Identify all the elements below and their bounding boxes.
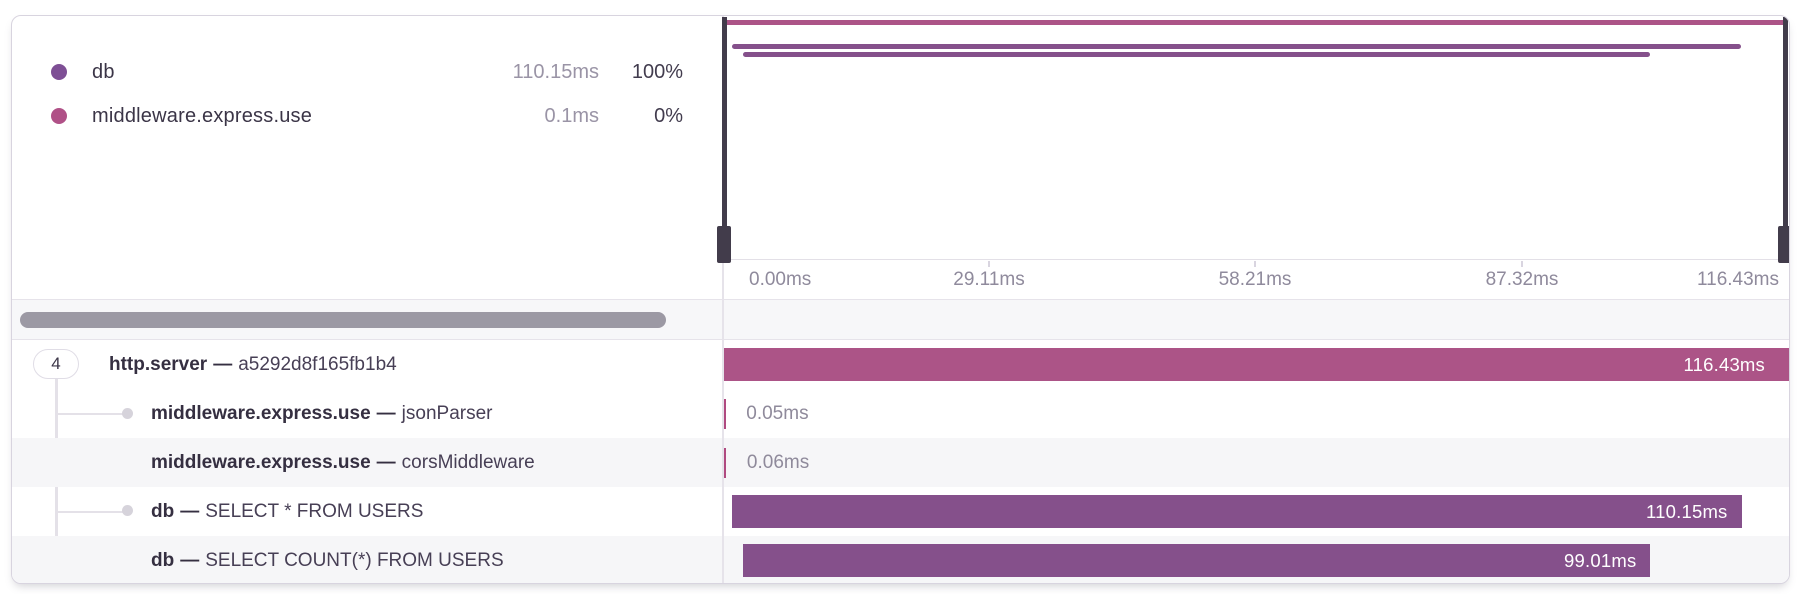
- span-name: db: [151, 549, 175, 571]
- tree-connector-branch: [57, 510, 123, 513]
- brush-grip-left[interactable]: [717, 226, 732, 263]
- brush-handle-right[interactable]: [1778, 17, 1789, 263]
- dash-separator: —: [180, 500, 200, 522]
- brush-grip-right[interactable]: [1778, 226, 1789, 263]
- span-operation: a5292d8f165fb1b4: [238, 353, 397, 375]
- span-tree-cell: db — SELECT COUNT(*) FROM USERS: [12, 536, 722, 583]
- span-legend: db 110.15ms 100% middleware.express.use …: [51, 50, 683, 138]
- axis-tick: [988, 261, 990, 267]
- legend-duration: 110.15ms: [512, 60, 599, 83]
- horizontal-scrollbar-thumb[interactable]: [20, 312, 666, 328]
- span-row-jsonparser[interactable]: middleware.express.use — jsonParser 0.05ms: [12, 389, 1789, 438]
- span-bar-cell: 0.06ms: [722, 438, 1789, 487]
- column-divider: [722, 16, 724, 583]
- legend-duration: 0.1ms: [544, 104, 599, 127]
- span-row-corsmiddleware[interactable]: middleware.express.use — corsMiddleware 0.…: [12, 438, 1789, 487]
- span-name: db: [151, 500, 175, 522]
- duration-tick[interactable]: [722, 447, 726, 478]
- tree-node-dot: [122, 505, 133, 516]
- legend-percent: 0%: [654, 104, 683, 127]
- axis-tick: [1254, 261, 1256, 267]
- span-rows: 4 http.server — a5292d8f165fb1b4 116.43ms …: [12, 340, 1789, 583]
- tree-node-dot: [122, 408, 133, 419]
- trace-widget: db 110.15ms 100% middleware.express.use …: [11, 15, 1790, 584]
- span-title: middleware.express.use — corsMiddleware: [151, 452, 535, 474]
- span-row-http-server[interactable]: 4 http.server — a5292d8f165fb1b4 116.43ms: [12, 340, 1789, 389]
- span-row-db-count[interactable]: db — SELECT COUNT(*) FROM USERS 99.01ms: [12, 536, 1789, 583]
- span-title: db — SELECT COUNT(*) FROM USERS: [151, 550, 504, 572]
- duration-bar[interactable]: 110.15ms: [732, 495, 1742, 528]
- axis-label-4: 116.43ms: [1696, 269, 1779, 290]
- duration-bar[interactable]: 116.43ms: [722, 348, 1789, 381]
- axis-label-1: 29.11ms: [953, 269, 1025, 290]
- span-bar-cell: 99.01ms: [722, 536, 1789, 583]
- axis-label-3: 87.32ms: [1485, 269, 1559, 290]
- span-operation: SELECT COUNT(*) FROM USERS: [205, 549, 504, 571]
- dash-separator: —: [213, 353, 233, 375]
- child-count-badge[interactable]: 4: [33, 349, 79, 379]
- tree-connector-branch: [57, 412, 123, 415]
- dash-separator: —: [180, 549, 200, 571]
- minimap-span-line: [732, 44, 1741, 49]
- duration-bar-label: 116.43ms: [1683, 353, 1765, 375]
- axis-label-0: 0.00ms: [749, 269, 812, 290]
- span-operation: corsMiddleware: [401, 451, 535, 473]
- legend-name: db: [92, 60, 115, 83]
- dash-separator: —: [376, 402, 396, 424]
- minimap-span-line: [743, 52, 1650, 57]
- span-tree-cell: middleware.express.use — jsonParser: [12, 389, 722, 438]
- legend-name: middleware.express.use: [92, 104, 313, 127]
- span-bar-cell: 0.05ms: [722, 389, 1789, 438]
- axis-label-2: 58.21ms: [1218, 269, 1292, 290]
- duration-bar-label: 99.01ms: [1564, 549, 1637, 571]
- span-operation: jsonParser: [401, 402, 493, 424]
- brush-handle-left[interactable]: [717, 17, 732, 263]
- minimap-span-line: [722, 20, 1788, 25]
- span-tree-cell: middleware.express.use — corsMiddleware: [12, 438, 722, 487]
- span-name: http.server: [109, 353, 208, 375]
- dash-separator: —: [376, 451, 396, 473]
- span-title: http.server — a5292d8f165fb1b4: [109, 354, 397, 376]
- span-bar-cell: 110.15ms: [722, 487, 1789, 536]
- horizontal-scrollbar-track[interactable]: [12, 299, 1789, 340]
- span-name: middleware.express.use: [151, 402, 371, 424]
- duration-bar-label: 110.15ms: [1646, 500, 1728, 522]
- duration-label: 0.05ms: [746, 402, 809, 424]
- axis-tick: [1521, 261, 1523, 267]
- span-operation: SELECT * FROM USERS: [205, 500, 424, 522]
- duration-label: 0.06ms: [746, 451, 810, 473]
- middleware-color-dot: [51, 108, 67, 124]
- span-bar-cell: 116.43ms: [722, 340, 1789, 389]
- time-axis: 0.00ms 29.11ms 58.21ms 87.32ms 116.43ms: [722, 261, 1788, 299]
- span-row-db-select[interactable]: db — SELECT * FROM USERS 110.15ms: [12, 487, 1789, 536]
- duration-bar[interactable]: 99.01ms: [743, 544, 1651, 577]
- span-name: middleware.express.use: [151, 451, 371, 473]
- span-title: db — SELECT * FROM USERS: [151, 501, 423, 523]
- legend-percent: 100%: [631, 60, 683, 83]
- timeline-minimap[interactable]: [717, 16, 1789, 263]
- span-tree-cell: 4 http.server — a5292d8f165fb1b4: [12, 340, 722, 389]
- duration-tick[interactable]: [722, 398, 726, 429]
- span-title: middleware.express.use — jsonParser: [151, 403, 493, 425]
- legend-item-db[interactable]: db 110.15ms 100%: [51, 50, 683, 94]
- db-color-dot: [51, 64, 67, 80]
- span-tree-cell: db — SELECT * FROM USERS: [12, 487, 722, 536]
- legend-item-middleware[interactable]: middleware.express.use 0.1ms 0%: [51, 94, 683, 138]
